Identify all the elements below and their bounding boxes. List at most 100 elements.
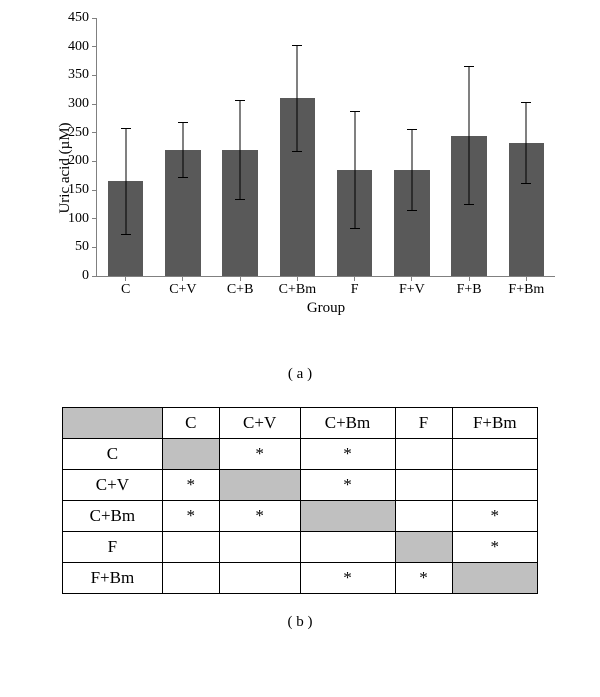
error-bar xyxy=(182,122,183,177)
table-cell xyxy=(219,563,300,594)
x-tick-label: F xyxy=(351,282,359,298)
table-cell: * xyxy=(162,501,219,532)
table-cell xyxy=(395,439,452,470)
table-cell xyxy=(452,563,538,594)
y-tick-label: 100 xyxy=(68,211,89,227)
y-tick-label: 250 xyxy=(68,125,89,141)
table-row: C ** xyxy=(63,439,538,470)
table-cell xyxy=(452,470,538,501)
table-cell: * xyxy=(219,439,300,470)
error-cap xyxy=(292,45,302,46)
table-cell xyxy=(395,532,452,563)
x-tick xyxy=(526,276,527,281)
table-col-header: C xyxy=(162,408,219,439)
table-cell xyxy=(219,532,300,563)
x-tick xyxy=(240,276,241,281)
error-cap xyxy=(521,102,531,103)
y-tick xyxy=(92,132,97,133)
significance-table: CC+VC+BmFF+BmC**C+V**C+Bm***F*F+Bm** xyxy=(62,407,538,594)
x-tick-label: C+V xyxy=(169,282,196,298)
y-tick xyxy=(92,18,97,19)
table-cell: * xyxy=(219,501,300,532)
y-tick xyxy=(92,75,97,76)
error-bar xyxy=(240,100,241,200)
error-cap xyxy=(350,111,360,112)
x-axis-label: Group xyxy=(307,300,345,317)
table-cell: * xyxy=(300,439,395,470)
error-bar xyxy=(469,67,470,205)
y-tick-label: 300 xyxy=(68,96,89,112)
table-cell xyxy=(162,532,219,563)
panel-b-caption: ( b ) xyxy=(30,614,570,631)
y-tick-label: 50 xyxy=(75,239,89,255)
y-tick xyxy=(92,218,97,219)
x-tick xyxy=(411,276,412,281)
error-cap xyxy=(521,183,531,184)
table-col-header: C+V xyxy=(219,408,300,439)
table-row-header: C+V xyxy=(63,470,163,501)
x-tick-label: C+B xyxy=(227,282,254,298)
table-col-header: F+Bm xyxy=(452,408,538,439)
x-tick xyxy=(469,276,470,281)
table-col-header: F xyxy=(395,408,452,439)
panel-a-figure: Uric acid (µM) Group 0501001502002503003… xyxy=(30,18,570,383)
table-row: F+Bm ** xyxy=(63,563,538,594)
table-cell xyxy=(300,501,395,532)
table-cell: * xyxy=(452,501,538,532)
table-cell: * xyxy=(300,563,395,594)
y-tick-label: 350 xyxy=(68,67,89,83)
y-tick xyxy=(92,161,97,162)
error-cap xyxy=(292,151,302,152)
panel-a-caption: ( a ) xyxy=(30,366,570,383)
table-row-header: F xyxy=(63,532,163,563)
error-cap xyxy=(121,128,131,129)
plot-area: Group 050100150200250300350400450CC+VC+B… xyxy=(96,18,555,277)
table-row: C+V** xyxy=(63,470,538,501)
table-cell xyxy=(395,501,452,532)
table-row: F* xyxy=(63,532,538,563)
y-tick-label: 200 xyxy=(68,153,89,169)
table-cell xyxy=(162,439,219,470)
y-tick-label: 450 xyxy=(68,10,89,26)
error-cap xyxy=(235,100,245,101)
table-col-header: C+Bm xyxy=(300,408,395,439)
table-row-header: C+Bm xyxy=(63,501,163,532)
y-tick xyxy=(92,46,97,47)
table-row-header: F+Bm xyxy=(63,563,163,594)
error-cap xyxy=(178,122,188,123)
bar-chart: Uric acid (µM) Group 0501001502002503003… xyxy=(76,18,570,318)
x-tick-label: C xyxy=(121,282,130,298)
error-bar xyxy=(297,46,298,151)
error-cap xyxy=(235,199,245,200)
y-tick xyxy=(92,190,97,191)
error-cap xyxy=(407,210,417,211)
error-cap xyxy=(407,129,417,130)
y-tick-label: 0 xyxy=(82,268,89,284)
x-tick-label: F+V xyxy=(399,282,425,298)
y-tick xyxy=(92,104,97,105)
error-bar xyxy=(354,111,355,228)
table-header-row: CC+VC+BmFF+Bm xyxy=(63,408,538,439)
table-cell: * xyxy=(395,563,452,594)
error-cap xyxy=(464,66,474,67)
y-tick xyxy=(92,247,97,248)
error-cap xyxy=(350,228,360,229)
error-cap xyxy=(464,204,474,205)
table-cell: * xyxy=(162,470,219,501)
table-cell xyxy=(162,563,219,594)
table-cell: * xyxy=(300,470,395,501)
x-tick-label: C+Bm xyxy=(279,282,316,298)
x-tick-label: F+B xyxy=(457,282,482,298)
table-cell xyxy=(452,439,538,470)
y-tick-label: 400 xyxy=(68,39,89,55)
table-row: C+Bm*** xyxy=(63,501,538,532)
x-tick xyxy=(354,276,355,281)
table-cell xyxy=(219,470,300,501)
table-cell: * xyxy=(452,532,538,563)
error-cap xyxy=(121,234,131,235)
table-row-header: C xyxy=(63,439,163,470)
y-tick xyxy=(92,276,97,277)
table-corner-cell xyxy=(63,408,163,439)
y-tick-label: 150 xyxy=(68,182,89,198)
error-bar xyxy=(526,103,527,183)
